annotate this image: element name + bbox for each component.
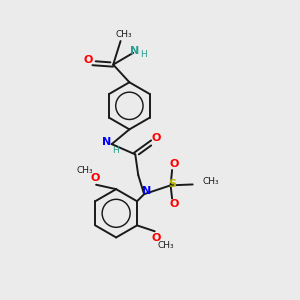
Text: CH₃: CH₃: [158, 241, 174, 250]
Text: CH₃: CH₃: [116, 30, 132, 39]
Text: CH₃: CH₃: [202, 177, 219, 186]
Text: O: O: [169, 200, 178, 209]
Text: O: O: [152, 133, 161, 143]
Text: S: S: [168, 179, 176, 189]
Text: O: O: [83, 55, 93, 64]
Text: N: N: [102, 137, 111, 147]
Text: O: O: [169, 159, 178, 169]
Text: CH₃: CH₃: [76, 166, 93, 175]
Text: O: O: [91, 173, 100, 183]
Text: H: H: [112, 146, 119, 155]
Text: O: O: [151, 233, 160, 243]
Text: N: N: [130, 46, 139, 56]
Text: H: H: [140, 50, 147, 58]
Text: N: N: [142, 186, 152, 196]
